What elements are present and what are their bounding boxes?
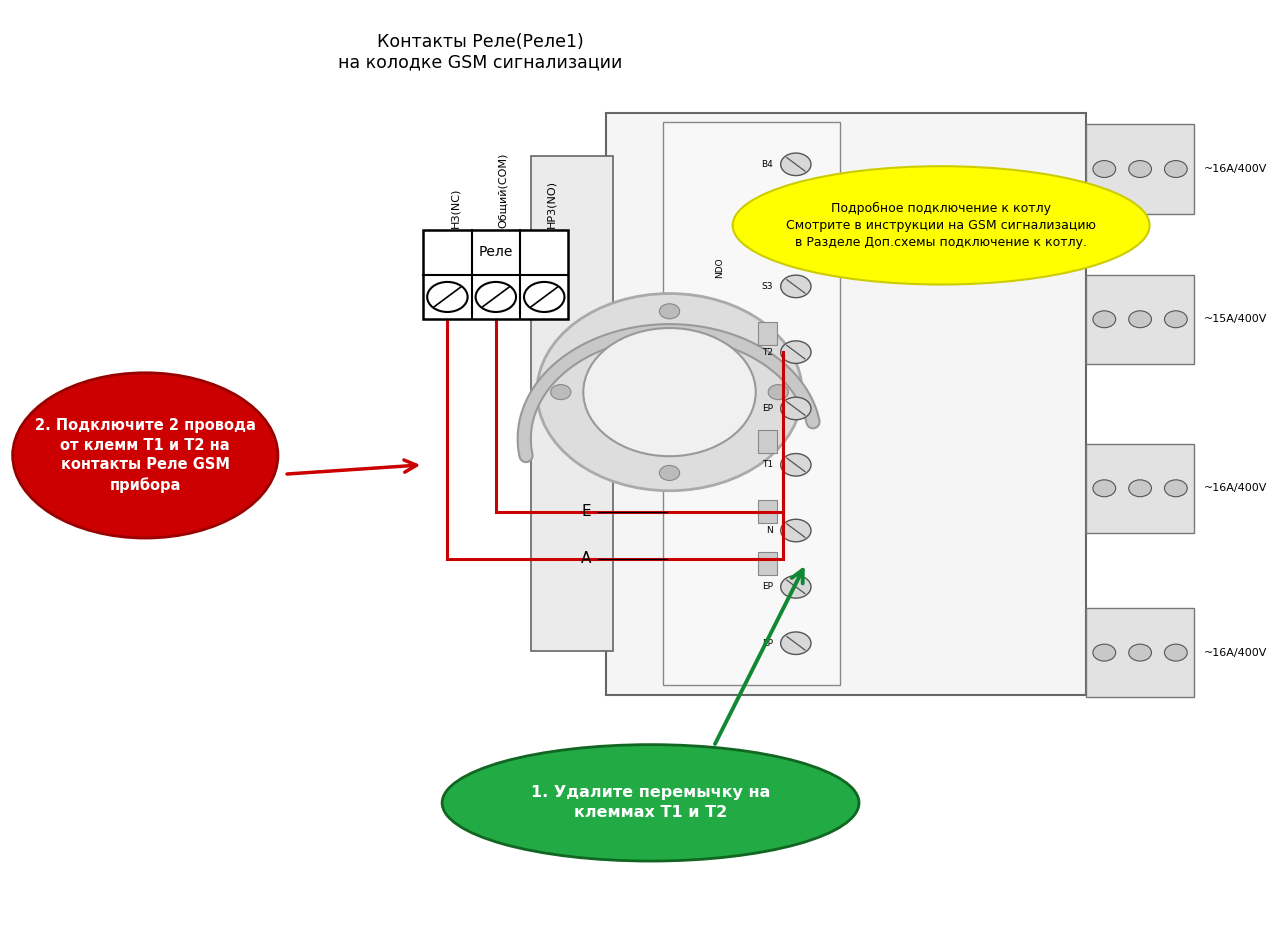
Text: ~16A/400V: ~16A/400V [1204, 164, 1267, 174]
Bar [1087, 125, 1194, 214]
Bar [758, 430, 777, 453]
Circle shape [1093, 480, 1116, 497]
Circle shape [768, 385, 788, 400]
Text: НЗ(NC): НЗ(NC) [451, 188, 460, 228]
Circle shape [1093, 311, 1116, 328]
Text: ~16A/400V: ~16A/400V [1204, 484, 1267, 493]
Text: НР3(NO): НР3(NO) [547, 180, 557, 228]
Text: S3: S3 [762, 282, 773, 291]
Ellipse shape [442, 745, 859, 861]
Circle shape [781, 576, 812, 598]
Text: EP: EP [762, 582, 773, 592]
Text: B4: B4 [762, 160, 773, 169]
Bar [424, 230, 568, 319]
Circle shape [1129, 311, 1152, 328]
Circle shape [781, 397, 812, 420]
Circle shape [1093, 644, 1116, 661]
Text: EP: EP [762, 404, 773, 413]
Text: Контакты Реле(Реле1)
на колодке GSM сигнализации: Контакты Реле(Реле1) на колодке GSM сигн… [338, 33, 622, 71]
Bar [1087, 608, 1194, 697]
Text: T1: T1 [762, 460, 773, 470]
Circle shape [781, 519, 812, 542]
Text: 1. Удалите перемычку на
клеммах Т1 и Т2: 1. Удалите перемычку на клеммах Т1 и Т2 [531, 785, 771, 821]
Ellipse shape [13, 373, 278, 538]
Bar [663, 122, 840, 685]
Text: B4: B4 [762, 221, 773, 230]
Text: ~16A/400V: ~16A/400V [1204, 648, 1267, 657]
Text: E: E [581, 504, 591, 519]
Bar [758, 500, 777, 523]
Circle shape [1129, 644, 1152, 661]
Circle shape [428, 282, 467, 312]
Circle shape [584, 328, 755, 456]
Circle shape [536, 294, 803, 491]
Circle shape [1165, 480, 1188, 497]
Bar [531, 156, 613, 652]
Text: Подробное подключение к котлу
Смотрите в инструкции на GSM сигнализацию
в Раздел: Подробное подключение к котлу Смотрите в… [786, 202, 1096, 249]
Bar [1087, 444, 1194, 533]
Text: T2: T2 [762, 347, 773, 357]
Circle shape [781, 454, 812, 476]
Ellipse shape [732, 166, 1149, 285]
Circle shape [659, 304, 680, 319]
Circle shape [524, 282, 564, 312]
Circle shape [659, 466, 680, 481]
Text: Реле: Реле [479, 245, 513, 259]
Bar [607, 113, 1087, 695]
Text: ~15A/400V: ~15A/400V [1204, 315, 1267, 324]
Circle shape [781, 214, 812, 237]
Text: NDO: NDO [716, 257, 724, 278]
Text: EP: EP [762, 639, 773, 648]
Bar [758, 552, 777, 575]
Circle shape [1093, 161, 1116, 177]
Circle shape [781, 275, 812, 298]
Circle shape [1129, 480, 1152, 497]
Circle shape [781, 632, 812, 654]
Circle shape [1165, 644, 1188, 661]
Circle shape [781, 153, 812, 176]
Circle shape [550, 385, 571, 400]
Circle shape [1129, 161, 1152, 177]
Text: N: N [767, 526, 773, 535]
Text: A: A [581, 551, 591, 566]
Text: 2. Подключите 2 провода
от клемм Т1 и Т2 на
контакты Реле GSM
прибора: 2. Подключите 2 провода от клемм Т1 и Т2… [35, 418, 256, 493]
Circle shape [476, 282, 516, 312]
Text: Общий(COM): Общий(COM) [498, 153, 508, 228]
Circle shape [781, 341, 812, 363]
Circle shape [1165, 311, 1188, 328]
Bar [1087, 275, 1194, 364]
Bar [758, 322, 777, 345]
Circle shape [1165, 161, 1188, 177]
